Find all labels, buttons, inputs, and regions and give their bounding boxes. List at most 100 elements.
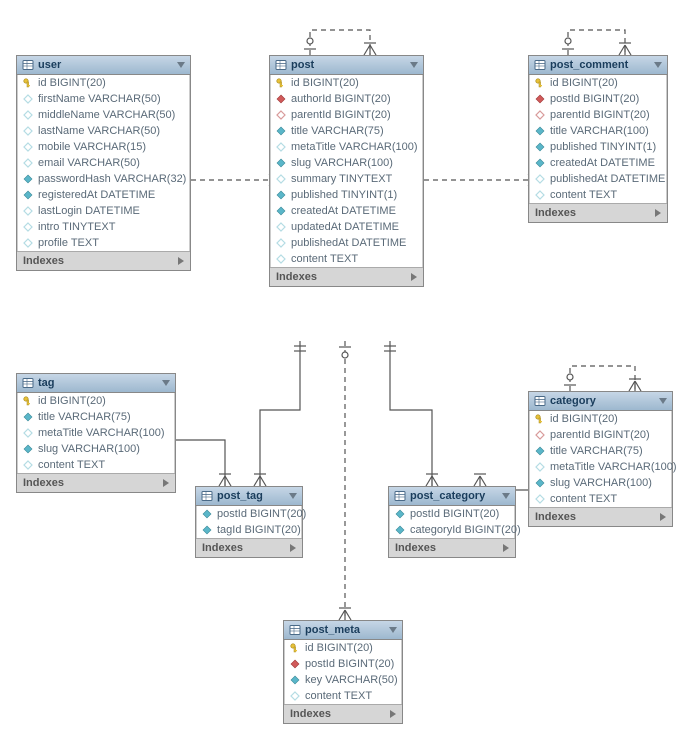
table-user[interactable]: userid BIGINT(20)firstName VARCHAR(50)mi…	[16, 55, 191, 271]
column-row[interactable]: metaTitle VARCHAR(100)	[270, 139, 423, 155]
indexes-label: Indexes	[276, 271, 317, 283]
column-row[interactable]: slug VARCHAR(100)	[17, 441, 175, 457]
table-tag[interactable]: tagid BIGINT(20)title VARCHAR(75)metaTit…	[16, 373, 176, 493]
column-row[interactable]: id BIGINT(20)	[529, 411, 672, 427]
indexes-section[interactable]: Indexes	[529, 203, 667, 222]
chevron-down-icon[interactable]	[162, 380, 170, 386]
indexes-section[interactable]: Indexes	[270, 267, 423, 286]
indexes-section[interactable]: Indexes	[17, 251, 190, 270]
column-row[interactable]: publishedAt DATETIME	[529, 171, 667, 187]
table-header[interactable]: category	[529, 392, 672, 411]
column-row[interactable]: metaTitle VARCHAR(100)	[17, 425, 175, 441]
indexes-section[interactable]: Indexes	[529, 507, 672, 526]
column-row[interactable]: content TEXT	[284, 688, 402, 704]
table-header[interactable]: post	[270, 56, 423, 75]
chevron-right-icon[interactable]	[411, 273, 417, 281]
indexes-section[interactable]: Indexes	[196, 538, 302, 557]
column-row[interactable]: tagId BIGINT(20)	[196, 522, 302, 538]
column-row[interactable]: summary TINYTEXT	[270, 171, 423, 187]
column-row[interactable]: id BIGINT(20)	[284, 640, 402, 656]
chevron-right-icon[interactable]	[178, 257, 184, 265]
chevron-right-icon[interactable]	[655, 209, 661, 217]
column-row[interactable]: published TINYINT(1)	[270, 187, 423, 203]
table-post_meta[interactable]: post_metaid BIGINT(20)postId BIGINT(20)k…	[283, 620, 403, 724]
column-row[interactable]: title VARCHAR(75)	[17, 409, 175, 425]
column-row[interactable]: id BIGINT(20)	[17, 393, 175, 409]
column-row[interactable]: id BIGINT(20)	[529, 75, 667, 91]
col_nullable-icon	[276, 238, 286, 248]
table-header[interactable]: post_category	[389, 487, 515, 506]
chevron-down-icon[interactable]	[654, 62, 662, 68]
chevron-right-icon[interactable]	[390, 710, 396, 718]
chevron-right-icon[interactable]	[660, 513, 666, 521]
column-row[interactable]: title VARCHAR(100)	[529, 123, 667, 139]
chevron-down-icon[interactable]	[389, 627, 397, 633]
column-row[interactable]: passwordHash VARCHAR(32)	[17, 171, 190, 187]
table-category[interactable]: categoryid BIGINT(20)parentId BIGINT(20)…	[528, 391, 673, 527]
col_nullable-icon	[535, 494, 545, 504]
column-row[interactable]: content TEXT	[529, 187, 667, 203]
column-row[interactable]: publishedAt DATETIME	[270, 235, 423, 251]
chevron-right-icon[interactable]	[503, 544, 509, 552]
column-row[interactable]: email VARCHAR(50)	[17, 155, 190, 171]
table-post_comment[interactable]: post_commentid BIGINT(20)postId BIGINT(2…	[528, 55, 668, 223]
chevron-right-icon[interactable]	[163, 479, 169, 487]
column-row[interactable]: metaTitle VARCHAR(100)	[529, 459, 672, 475]
column-row[interactable]: lastName VARCHAR(50)	[17, 123, 190, 139]
column-row[interactable]: content TEXT	[270, 251, 423, 267]
column-row[interactable]: postId BIGINT(20)	[529, 91, 667, 107]
chevron-down-icon[interactable]	[502, 493, 510, 499]
table-post_category[interactable]: post_categorypostId BIGINT(20)categoryId…	[388, 486, 516, 558]
column-row[interactable]: slug VARCHAR(100)	[529, 475, 672, 491]
column-row[interactable]: parentId BIGINT(20)	[270, 107, 423, 123]
column-row[interactable]: authorId BIGINT(20)	[270, 91, 423, 107]
column-row[interactable]: lastLogin DATETIME	[17, 203, 190, 219]
column-row[interactable]: profile TEXT	[17, 235, 190, 251]
fk_nullable-icon	[276, 110, 286, 120]
column-row[interactable]: createdAt DATETIME	[529, 155, 667, 171]
table-header[interactable]: post_tag	[196, 487, 302, 506]
column-row[interactable]: published TINYINT(1)	[529, 139, 667, 155]
chevron-down-icon[interactable]	[289, 493, 297, 499]
column-row[interactable]: mobile VARCHAR(15)	[17, 139, 190, 155]
column-row[interactable]: createdAt DATETIME	[270, 203, 423, 219]
chevron-down-icon[interactable]	[177, 62, 185, 68]
column-row[interactable]: slug VARCHAR(100)	[270, 155, 423, 171]
indexes-section[interactable]: Indexes	[389, 538, 515, 557]
column-row[interactable]: id BIGINT(20)	[270, 75, 423, 91]
col_nullable-icon	[23, 206, 33, 216]
column-row[interactable]: parentId BIGINT(20)	[529, 107, 667, 123]
column-row[interactable]: postId BIGINT(20)	[284, 656, 402, 672]
table-header[interactable]: post_comment	[529, 56, 667, 75]
col_nullable-icon	[23, 158, 33, 168]
column-row[interactable]: intro TINYTEXT	[17, 219, 190, 235]
table-header[interactable]: user	[17, 56, 190, 75]
column-label: title VARCHAR(75)	[550, 445, 643, 457]
column-row[interactable]: categoryId BIGINT(20)	[389, 522, 515, 538]
column-row[interactable]: id BIGINT(20)	[17, 75, 190, 91]
table-header[interactable]: tag	[17, 374, 175, 393]
column-row[interactable]: content TEXT	[529, 491, 672, 507]
column-row[interactable]: title VARCHAR(75)	[270, 123, 423, 139]
column-row[interactable]: postId BIGINT(20)	[196, 506, 302, 522]
chevron-right-icon[interactable]	[290, 544, 296, 552]
column-label: content TEXT	[550, 493, 617, 505]
table-header[interactable]: post_meta	[284, 621, 402, 640]
column-row[interactable]: firstName VARCHAR(50)	[17, 91, 190, 107]
column-row[interactable]: key VARCHAR(50)	[284, 672, 402, 688]
table-post[interactable]: postid BIGINT(20)authorId BIGINT(20)pare…	[269, 55, 424, 287]
column-row[interactable]: middleName VARCHAR(50)	[17, 107, 190, 123]
indexes-section[interactable]: Indexes	[17, 473, 175, 492]
column-row[interactable]: registeredAt DATETIME	[17, 187, 190, 203]
indexes-section[interactable]: Indexes	[284, 704, 402, 723]
column-row[interactable]: updatedAt DATETIME	[270, 219, 423, 235]
table-title: post_meta	[305, 624, 360, 636]
column-row[interactable]: postId BIGINT(20)	[389, 506, 515, 522]
column-row[interactable]: title VARCHAR(75)	[529, 443, 672, 459]
chevron-down-icon[interactable]	[659, 398, 667, 404]
table-icon	[394, 490, 406, 502]
column-row[interactable]: content TEXT	[17, 457, 175, 473]
chevron-down-icon[interactable]	[410, 62, 418, 68]
column-row[interactable]: parentId BIGINT(20)	[529, 427, 672, 443]
table-post_tag[interactable]: post_tagpostId BIGINT(20)tagId BIGINT(20…	[195, 486, 303, 558]
